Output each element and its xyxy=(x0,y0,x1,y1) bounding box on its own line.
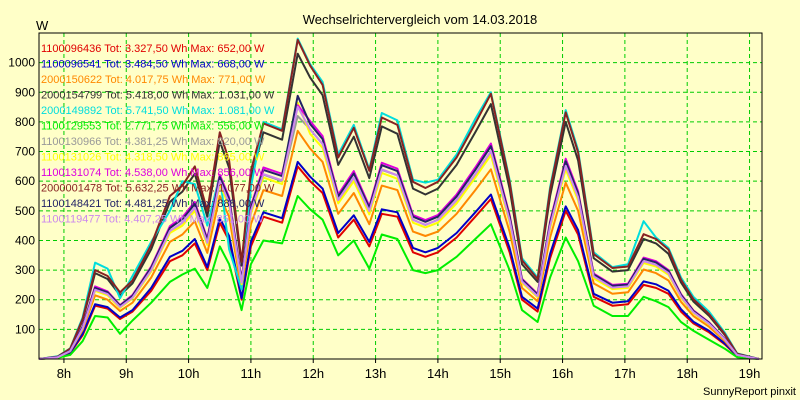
x-tick-label: 15h xyxy=(489,366,511,381)
footer-credit: SunnyReport pinxit xyxy=(703,386,796,398)
y-tick-label: 900 xyxy=(15,85,35,99)
x-tick-label: 10h xyxy=(178,366,200,381)
x-tick-label: 13h xyxy=(365,366,387,381)
y-tick-label: 400 xyxy=(15,233,35,247)
series-line-0 xyxy=(38,165,760,360)
series-line-10 xyxy=(38,94,760,360)
legend-entry: 1100096436 Tot: 3.327,50 Wh Max: 652,00 … xyxy=(41,43,265,55)
series-line-5 xyxy=(38,195,759,360)
legend-entry: 2000149892 Tot: 5.741,50 Wh Max: 1.081,0… xyxy=(41,105,275,117)
y-tick-label: 200 xyxy=(15,293,35,307)
y-tick-label: 1000 xyxy=(8,56,35,70)
legend-entry: 1100129553 Tot: 2.771,75 Wh Max: 556,00 … xyxy=(41,121,265,133)
x-tick-label: 17h xyxy=(614,366,636,381)
series-line-11 xyxy=(38,105,760,360)
x-tick-label: 16h xyxy=(552,366,574,381)
x-tick-label: 18h xyxy=(676,366,698,381)
y-axis-label: W xyxy=(36,18,49,33)
legend-entry: 1100096541 Tot: 3.484,50 Wh Max: 668,00 … xyxy=(41,59,265,71)
y-tick-label: 700 xyxy=(15,145,35,159)
x-tick-label: 19h xyxy=(739,366,761,381)
legend: 1100096436 Tot: 3.327,50 Wh Max: 652,00 … xyxy=(41,43,275,226)
legend-entry: 1100130966 Tot: 4.381,25 Wh Max: 820,00 … xyxy=(41,136,265,148)
y-tick-label: 500 xyxy=(15,204,35,218)
x-tick-label: 14h xyxy=(427,366,449,381)
legend-entry: 2000154799 Tot: 5.418,00 Wh Max: 1.031,0… xyxy=(41,90,275,102)
legend-entry: 1100131026 Tot: 4.318,50 Wh Max: 865,00 … xyxy=(41,152,265,164)
legend-entry: 2000150622 Tot: 4.017,75 Wh Max: 771,00 … xyxy=(41,74,266,86)
legend-entry: 1100148421 Tot: 4.481,25 Wh Max: 888,00 … xyxy=(41,198,265,210)
series-line-2 xyxy=(38,129,760,360)
x-tick-label: 8h xyxy=(57,366,71,381)
series-line-9 xyxy=(38,38,760,360)
axes: 100 200 300 400 500 600 700 800 900 1000 8h 9h 10h 11… xyxy=(8,32,763,381)
y-tick-label: 600 xyxy=(15,174,35,188)
y-tick-label: 300 xyxy=(15,263,35,277)
series-line-1 xyxy=(38,160,760,360)
legend-entry: 1100119477 Tot: 4.407,25 Wh Max: 851,00 … xyxy=(41,214,264,226)
x-tick-label: 11h xyxy=(241,366,262,381)
legend-entry: 2000001478 Tot: 5.632,25 Wh Max: 1.077,0… xyxy=(41,183,275,195)
series-line-4 xyxy=(38,37,760,360)
series-lines xyxy=(38,37,760,360)
x-tick-label: 9h xyxy=(119,366,133,381)
series-line-3 xyxy=(38,52,760,360)
legend-entry: 1100131074 Tot: 4.538,00 Wh Max: 856,00 … xyxy=(41,167,265,179)
y-tick-label: 100 xyxy=(15,322,35,336)
chart-title: Wechselrichtervergleich vom 14.03.2018 xyxy=(303,12,538,27)
plot-frame xyxy=(38,32,763,360)
x-tick-label: 12h xyxy=(302,366,324,381)
y-tick-label: 800 xyxy=(15,115,35,129)
